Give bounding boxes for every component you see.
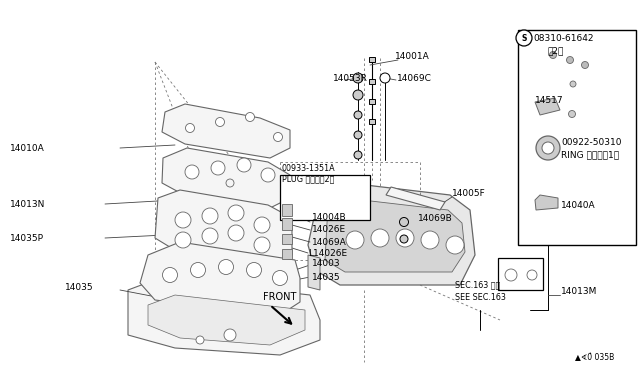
Polygon shape — [128, 278, 320, 355]
Circle shape — [228, 205, 244, 221]
Bar — [282, 218, 292, 230]
Text: 08310-61642: 08310-61642 — [533, 33, 593, 42]
Circle shape — [202, 228, 218, 244]
Polygon shape — [308, 255, 320, 290]
Circle shape — [175, 212, 191, 228]
Polygon shape — [148, 295, 305, 345]
Circle shape — [254, 217, 270, 233]
Circle shape — [261, 168, 275, 182]
Circle shape — [354, 111, 362, 119]
Circle shape — [218, 260, 234, 275]
Circle shape — [446, 236, 464, 254]
Text: 14035P: 14035P — [10, 234, 44, 243]
Text: 14010A: 14010A — [10, 144, 45, 153]
Circle shape — [505, 269, 517, 281]
Circle shape — [396, 229, 414, 247]
Bar — [369, 119, 375, 124]
Circle shape — [175, 232, 191, 248]
Circle shape — [371, 229, 389, 247]
Text: 14005F: 14005F — [452, 189, 486, 198]
Text: 14517: 14517 — [535, 96, 564, 105]
Circle shape — [353, 73, 363, 83]
Circle shape — [582, 61, 589, 68]
Text: 14053R: 14053R — [333, 74, 368, 83]
Bar — [369, 99, 375, 104]
Circle shape — [566, 57, 573, 64]
Polygon shape — [325, 198, 465, 272]
Text: S: S — [522, 33, 527, 42]
Circle shape — [163, 267, 177, 282]
Text: ▲∢0̂ 035B: ▲∢0̂ 035B — [575, 353, 614, 362]
Circle shape — [346, 231, 364, 249]
Circle shape — [354, 131, 362, 139]
Text: 14013N: 14013N — [10, 199, 45, 208]
Circle shape — [224, 329, 236, 341]
Text: 00933-1351A: 00933-1351A — [282, 164, 335, 173]
Polygon shape — [308, 182, 475, 285]
Bar — [369, 57, 375, 62]
Circle shape — [354, 151, 362, 159]
Bar — [282, 248, 292, 259]
Circle shape — [380, 73, 390, 83]
Circle shape — [273, 132, 282, 141]
Text: 14069C: 14069C — [397, 74, 432, 83]
Circle shape — [186, 124, 195, 132]
Text: 14003: 14003 — [312, 260, 340, 269]
Bar — [369, 79, 375, 84]
Polygon shape — [535, 195, 558, 210]
Text: 14069A: 14069A — [312, 237, 347, 247]
Circle shape — [202, 208, 218, 224]
Text: L14026E: L14026E — [308, 250, 347, 259]
Text: SEE SEC.163: SEE SEC.163 — [455, 292, 506, 301]
Polygon shape — [162, 148, 290, 208]
Circle shape — [228, 225, 244, 241]
Circle shape — [216, 118, 225, 126]
Text: 14013M: 14013M — [561, 288, 597, 296]
Circle shape — [353, 90, 363, 100]
Text: 14004B: 14004B — [312, 212, 347, 221]
Polygon shape — [155, 190, 292, 265]
Bar — [280, 175, 370, 220]
Circle shape — [527, 270, 537, 280]
Circle shape — [399, 218, 408, 227]
Text: 14069B: 14069B — [418, 214, 452, 222]
Polygon shape — [535, 98, 560, 115]
Circle shape — [568, 110, 575, 118]
Circle shape — [211, 161, 225, 175]
Text: FRONT: FRONT — [263, 292, 296, 302]
Circle shape — [246, 112, 255, 122]
Polygon shape — [162, 104, 290, 158]
Text: （2）: （2） — [548, 46, 564, 55]
Circle shape — [542, 142, 554, 154]
Circle shape — [536, 136, 560, 160]
Polygon shape — [140, 242, 300, 315]
Text: 14001A: 14001A — [395, 51, 429, 61]
Text: 14035: 14035 — [65, 283, 93, 292]
Text: 00922-50310: 00922-50310 — [561, 138, 621, 147]
Text: 14026E: 14026E — [312, 224, 346, 234]
Circle shape — [196, 336, 204, 344]
Text: PLUG プラグ（2）: PLUG プラグ（2） — [282, 174, 334, 183]
Circle shape — [185, 165, 199, 179]
Circle shape — [550, 51, 557, 58]
Bar — [518, 30, 636, 245]
Circle shape — [246, 263, 262, 278]
Text: RING リング（1）: RING リング（1） — [561, 151, 619, 160]
Bar — [498, 258, 543, 290]
Circle shape — [400, 235, 408, 243]
Circle shape — [191, 263, 205, 278]
Text: SEC.163 参照: SEC.163 参照 — [455, 280, 500, 289]
Bar — [282, 234, 292, 244]
Text: 14035: 14035 — [312, 273, 340, 282]
Bar — [282, 204, 292, 216]
Circle shape — [421, 231, 439, 249]
Circle shape — [226, 179, 234, 187]
Polygon shape — [386, 187, 445, 210]
Circle shape — [237, 158, 251, 172]
Circle shape — [273, 270, 287, 285]
Text: 14040A: 14040A — [561, 201, 596, 209]
Circle shape — [254, 237, 270, 253]
Circle shape — [516, 30, 532, 46]
Circle shape — [570, 81, 576, 87]
